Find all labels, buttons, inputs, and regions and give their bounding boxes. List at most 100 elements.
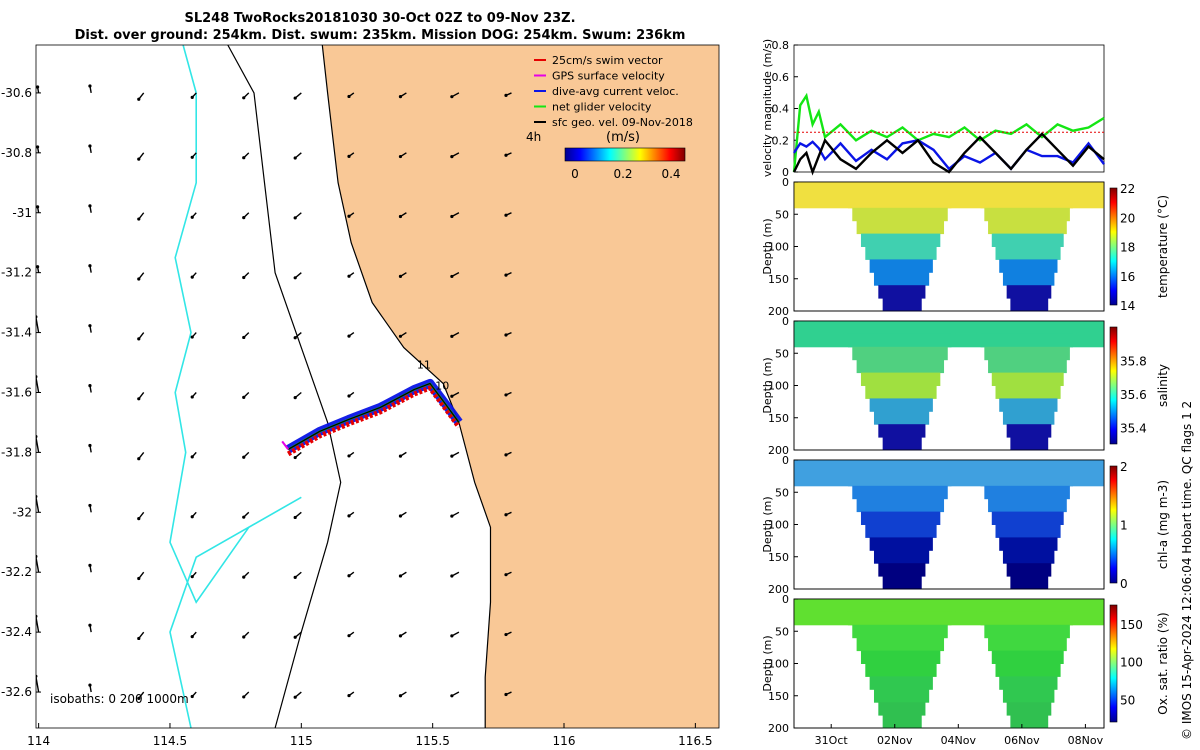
section-cell [794,194,1104,209]
current-vector [242,332,250,340]
colorbar-tick-label: 16 [1120,270,1135,284]
gps-velocity-marker [281,440,289,451]
depth-tick-label: 100 [768,380,789,393]
colorbar-tick-label: 1 [1120,519,1128,533]
velocity-y-label: velocity magnitude (m/s) [761,39,774,177]
vector-head [450,154,454,159]
section-colorbar [1109,465,1118,584]
colorbar-tick-label: 0 [571,167,579,181]
current-vector [450,571,460,578]
current-vector [450,631,460,638]
current-vector [504,272,512,277]
section-cell [991,233,1064,247]
vector-head [88,563,92,567]
colorbar-label: (m/s) [606,130,640,145]
current-vector [347,391,355,398]
time-tick-label: 31Oct [815,734,849,747]
section-cell [999,676,1058,690]
depth-tick-label: 0 [782,176,789,189]
colorbar-tick-label: 0 [1120,577,1128,591]
depth-tick-label: 50 [775,625,789,638]
credit-text: © IMOS 15-Apr-2024 12:06:04 Hobart time.… [1180,400,1194,740]
vector-head [293,635,297,639]
vector-head [293,396,297,400]
section-cell [873,411,930,425]
current-vector [88,563,92,573]
vector-head [504,513,508,517]
y-tick-label: -31.8 [1,445,32,459]
current-vector [190,272,197,279]
current-vector [504,331,512,337]
section-cell [860,650,941,664]
section-cell [865,524,937,538]
vector-head [347,394,351,398]
section-cell [794,599,1104,613]
vector-head [88,383,92,388]
current-vector [293,691,302,699]
current-vector [398,212,407,219]
current-vector [88,443,92,453]
section-cell [873,272,930,286]
colorbar-tick-label: 50 [1120,693,1135,707]
scale-label: 4h [526,130,541,144]
current-vector [450,92,460,99]
vector-head [242,695,246,699]
current-vector [450,212,460,219]
colorbar-tick-label: 35.6 [1120,388,1147,402]
vector-head [190,455,194,459]
section-cell [856,498,945,513]
colorbar-tick-label: 2 [1120,460,1128,474]
current-vector [504,391,512,397]
vector-head [347,574,351,578]
current-vector [137,451,145,461]
colorbar-label: salinity [1156,364,1170,407]
current-vector [88,144,92,153]
vector-head [398,514,403,518]
vector-head [347,634,351,638]
vector-head [88,204,92,208]
current-vector [347,92,355,99]
current-vector [242,451,250,459]
colorbar-tick-label: 0.4 [661,167,680,181]
vector-head [450,334,454,338]
vector-head [450,694,454,698]
figure-title: SL248 TwoRocks20181030 30-Oct 02Z to 09-… [0,10,760,44]
velocity-y-tick-label: 0.8 [772,39,790,52]
current-vector [36,435,40,453]
section-cell [1002,689,1055,703]
current-vector [190,332,197,339]
isobaths-label: isobaths: 0 200 1000m [50,692,189,706]
section-panel-chl-a: 0 50 100 150 200 Depth (m) 0 1 2 chl-a (mg m-3) [761,454,1170,596]
section-cell [1006,563,1052,577]
current-vector [190,451,197,459]
current-vector [398,451,407,458]
section-cell [794,611,1104,626]
velocity-series-dive-avg [792,139,1105,171]
vector-head [450,95,454,99]
section-cell [984,207,1070,222]
velocity-y-tick-label: 0.4 [772,103,790,116]
current-vector [242,511,250,519]
vector-head [36,85,40,89]
current-vector [504,92,512,97]
depth-tick-label: 150 [768,551,789,564]
section-colorbar [1109,604,1118,723]
current-vector [293,152,302,160]
vector-head [398,95,403,99]
velocity-y-tick-label: 0 [782,166,789,179]
vector-head [398,214,403,219]
colorbar-tick-label: 35.8 [1120,354,1147,368]
vector-head [450,454,454,458]
vector-head [504,153,508,157]
depth-axis-label: Depth (m) [761,357,774,413]
vector-head [36,265,40,269]
current-vector [347,691,355,698]
vector-head [190,95,194,99]
title-line-2: Dist. over ground: 254km. Dist. swum: 23… [74,28,686,43]
current-vector [504,212,512,217]
section-cell [976,321,1077,335]
section-cell [882,715,922,729]
current-vector [190,691,197,699]
current-vector [504,511,512,517]
track-label-10-text: 10 [435,379,449,392]
